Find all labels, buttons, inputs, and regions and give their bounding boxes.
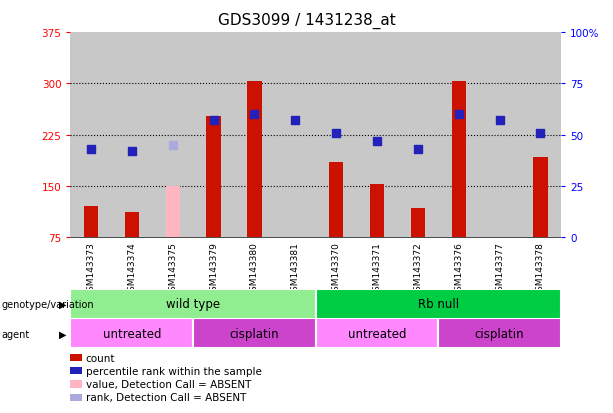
Text: ▶: ▶ [59, 299, 66, 309]
Bar [533, 158, 547, 237]
Text: cisplatin: cisplatin [230, 327, 279, 340]
Text: untreated: untreated [102, 327, 161, 340]
Bar [411, 208, 425, 237]
Point [127, 148, 137, 155]
Text: Rb null: Rb null [417, 297, 459, 311]
Point [454, 112, 463, 118]
Bar [70, 318, 193, 348]
Text: agent: agent [1, 329, 29, 339]
Text: GSM143377: GSM143377 [495, 242, 504, 297]
Point [208, 118, 218, 124]
Text: wild type: wild type [166, 297, 220, 311]
Bar [70, 289, 316, 319]
Text: GSM143373: GSM143373 [86, 242, 96, 297]
Text: cisplatin: cisplatin [475, 327, 524, 340]
Text: GSM143378: GSM143378 [536, 242, 545, 297]
Text: GSM143375: GSM143375 [168, 242, 177, 297]
Text: GSM143372: GSM143372 [413, 242, 422, 296]
Text: rank, Detection Call = ABSENT: rank, Detection Call = ABSENT [86, 392, 246, 402]
Point [536, 130, 546, 137]
Point [372, 138, 382, 145]
Text: count: count [86, 353, 115, 363]
Text: GSM143371: GSM143371 [373, 242, 381, 297]
Bar [124, 212, 139, 237]
Point [168, 142, 178, 149]
Text: percentile rank within the sample: percentile rank within the sample [86, 366, 262, 376]
Text: GSM143381: GSM143381 [291, 242, 300, 297]
Bar [316, 289, 561, 319]
Text: GSM143376: GSM143376 [454, 242, 463, 297]
Bar [452, 82, 466, 237]
Bar [438, 318, 561, 348]
Text: GDS3099 / 1431238_at: GDS3099 / 1431238_at [218, 13, 395, 29]
Text: untreated: untreated [348, 327, 406, 340]
Point [331, 130, 341, 137]
Text: ▶: ▶ [59, 329, 66, 339]
Text: GSM143370: GSM143370 [332, 242, 341, 297]
Point [86, 146, 96, 153]
Point [249, 112, 259, 118]
Bar [316, 318, 438, 348]
Text: value, Detection Call = ABSENT: value, Detection Call = ABSENT [86, 379, 251, 389]
Bar [84, 207, 98, 237]
Point [495, 118, 504, 124]
Point [413, 146, 423, 153]
Bar [329, 163, 343, 237]
Bar [247, 82, 262, 237]
Text: GSM143380: GSM143380 [250, 242, 259, 297]
Bar [370, 185, 384, 237]
Text: GSM143374: GSM143374 [128, 242, 136, 296]
Point [291, 118, 300, 124]
Bar [207, 117, 221, 237]
Bar [193, 318, 316, 348]
Bar [166, 186, 180, 237]
Text: GSM143379: GSM143379 [209, 242, 218, 297]
Text: genotype/variation: genotype/variation [1, 299, 94, 309]
